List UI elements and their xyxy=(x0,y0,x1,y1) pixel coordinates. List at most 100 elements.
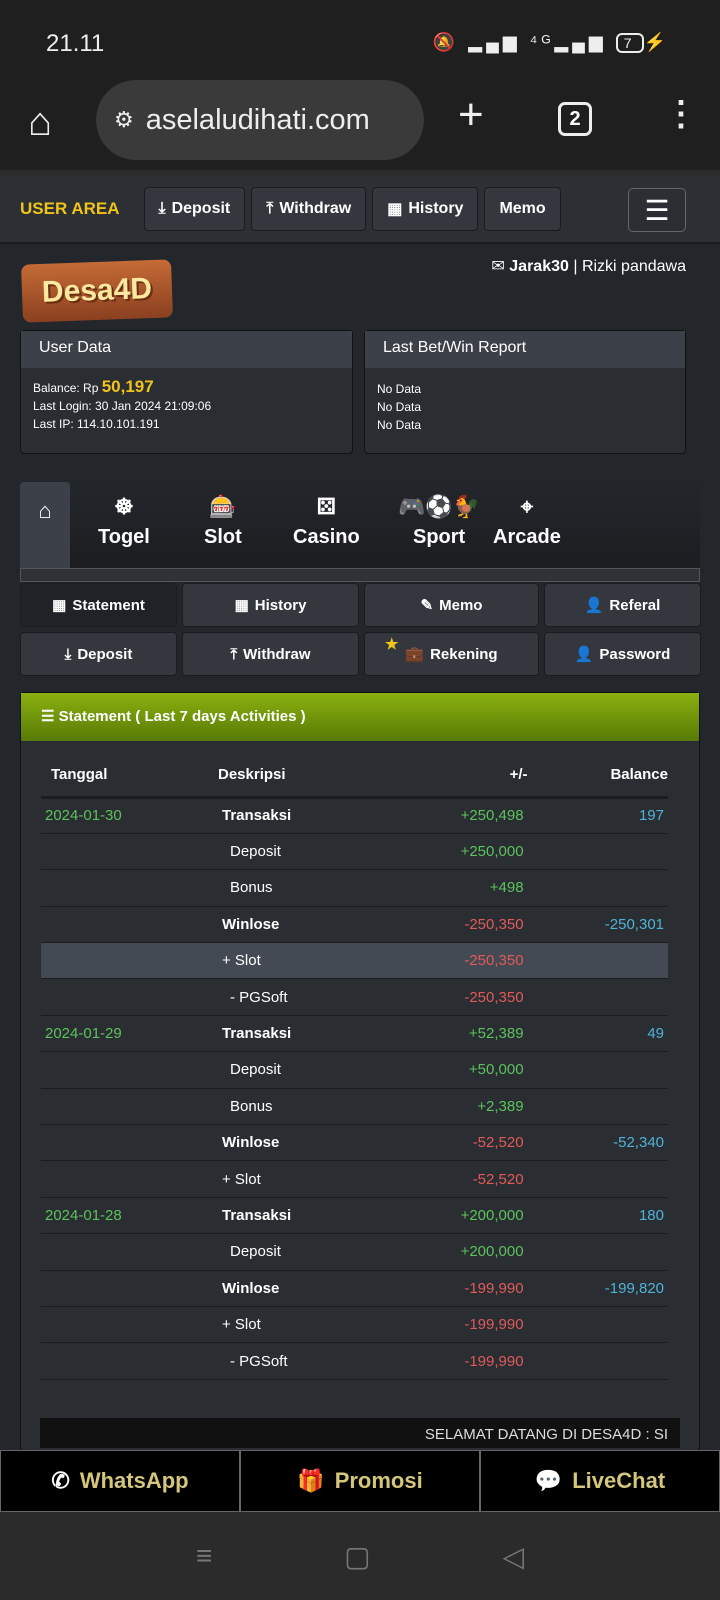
category-casino[interactable]: ⚄ Casino xyxy=(293,494,360,549)
status-icons: 🔕 ▂▄▆ ⁴ᴳ▂▄▆ 7 ⚡ xyxy=(432,32,670,53)
table-row: 2024-01-29 Transaksi +52,389 49 xyxy=(41,1015,668,1053)
cell-description: + Slot xyxy=(218,1160,380,1198)
user-info: ✉ Jarak30 | Rizki pandawa xyxy=(491,256,686,276)
cell-amount: +250,000 xyxy=(379,833,528,871)
promosi-button[interactable]: 🎁 Promosi xyxy=(240,1450,480,1512)
cell-balance xyxy=(527,1233,668,1271)
clock: 21.11 xyxy=(46,30,105,57)
label: History xyxy=(408,200,464,217)
panel-title: Last Bet/Win Report xyxy=(365,331,685,368)
whatsapp-button[interactable]: ✆ WhatsApp xyxy=(0,1450,240,1512)
home-button-icon[interactable]: ▢ xyxy=(344,1540,371,1572)
cell-amount: -52,520 xyxy=(379,1124,528,1162)
back-icon[interactable]: ◁ xyxy=(502,1540,525,1572)
category-sport[interactable]: 🎮⚽🐓 Sport xyxy=(398,494,480,549)
cell-amount: +250,498 xyxy=(379,797,528,834)
more-menu-icon[interactable]: ⋮ xyxy=(664,95,698,133)
cell-balance xyxy=(527,1088,668,1126)
livechat-button[interactable]: 💬 LiveChat xyxy=(480,1450,720,1512)
status-bar: 21.11 🔕 ▂▄▆ ⁴ᴳ▂▄▆ 7 ⚡ xyxy=(0,0,720,86)
history-button[interactable]: ▦ History xyxy=(372,187,479,231)
label: WhatsApp xyxy=(79,1468,189,1493)
password-button[interactable]: 👤 Password xyxy=(544,632,701,676)
cell-date xyxy=(41,1270,218,1307)
cell-amount: +200,000 xyxy=(379,1197,528,1235)
category-togel[interactable]: ☸ Togel xyxy=(98,494,150,549)
table-row: Winlose -52,520 -52,340 xyxy=(41,1124,668,1162)
desa4d-logo[interactable]: Desa4D xyxy=(21,259,173,323)
cell-date xyxy=(41,1160,218,1198)
cell-amount: -250,350 xyxy=(379,978,528,1016)
calendar-icon: ▦ xyxy=(52,597,67,614)
label: Statement xyxy=(72,596,145,614)
col-tanggal: Tanggal xyxy=(41,753,218,799)
cell-balance xyxy=(527,978,668,1016)
label: Withdraw xyxy=(279,200,352,217)
cell-balance: -199,820 xyxy=(527,1270,668,1307)
user-icon: 👤 xyxy=(584,597,604,614)
home-tab[interactable]: ⌂ xyxy=(20,482,70,570)
site-settings-icon[interactable]: ⚙ xyxy=(114,107,134,132)
cell-description: + Slot xyxy=(218,1306,380,1344)
col-amount: +/- xyxy=(379,753,528,799)
hamburger-menu-icon[interactable]: ☰ xyxy=(628,188,686,232)
label: Sport xyxy=(412,526,466,548)
new-tab-icon[interactable]: + xyxy=(458,90,484,139)
deposit-button[interactable]: ⤓ Deposit xyxy=(143,187,246,231)
cell-amount: -250,350 xyxy=(379,942,528,980)
withdraw-button[interactable]: ⤒ Withdraw xyxy=(251,187,367,231)
deposit-icon: ⤓ xyxy=(64,645,72,663)
deposit-button[interactable]: ⤓ Deposit xyxy=(20,632,177,676)
crosshair-icon: ⌖ xyxy=(520,494,534,519)
full-name: | Rizki pandawa xyxy=(573,258,686,275)
cell-description: Bonus xyxy=(218,1088,380,1126)
dice-icon: ⚄ xyxy=(316,494,336,519)
withdraw-icon: ⤒ xyxy=(266,200,274,217)
category-slot[interactable]: 🎰 Slot xyxy=(204,494,242,549)
cell-balance: 180 xyxy=(527,1197,668,1235)
calendar-icon: ▦ xyxy=(234,597,249,614)
tab-switcher[interactable]: 2 xyxy=(558,102,592,136)
cell-description: Transaksi xyxy=(218,1197,380,1235)
cell-amount: -199,990 xyxy=(379,1270,528,1307)
cell-description: Deposit xyxy=(218,1051,380,1089)
url-bar[interactable]: ⚙ aselaludihati.com xyxy=(96,80,424,160)
footer-bar: ✆ WhatsApp 🎁 Promosi 💬 LiveChat xyxy=(0,1450,720,1512)
col-deskripsi: Deskripsi xyxy=(218,753,380,799)
table-row: Deposit +200,000 xyxy=(41,1233,668,1271)
cell-date xyxy=(41,1051,218,1089)
recents-icon[interactable]: ≡ xyxy=(195,1540,213,1571)
last-login: Last Login: 30 Jan 2024 21:09:06 xyxy=(33,399,212,413)
table-row: + Slot -52,520 xyxy=(41,1160,668,1198)
briefcase-icon: 💼 xyxy=(405,646,425,663)
label: Memo xyxy=(499,200,546,217)
category-arcade[interactable]: ⌖ Arcade xyxy=(493,494,561,549)
cell-amount: -52,520 xyxy=(379,1160,528,1198)
label: Password xyxy=(599,645,671,663)
label: Rekening xyxy=(430,645,498,663)
system-nav-bar: ≡ ▢ ◁ xyxy=(0,1512,720,1600)
deposit-icon: ⤓ xyxy=(158,200,166,217)
cell-date xyxy=(41,1088,218,1126)
user-area-label: USER AREA xyxy=(20,199,120,218)
statement-button[interactable]: ▦ Statement xyxy=(20,583,177,627)
home-icon: ⌂ xyxy=(38,498,52,523)
user-icon: 👤 xyxy=(574,646,594,663)
mail-icon[interactable]: ✉ xyxy=(491,258,505,275)
cell-date: 2024-01-29 xyxy=(41,1015,218,1053)
rekening-button[interactable]: ★ 💼 Rekening xyxy=(364,632,539,676)
panel-title: User Data xyxy=(21,331,352,368)
table-row: 2024-01-30 Transaksi +250,498 197 xyxy=(41,797,668,834)
history-button[interactable]: ▦ History xyxy=(182,583,359,627)
cell-amount: +200,000 xyxy=(379,1233,528,1271)
referal-button[interactable]: 👤 Referal xyxy=(544,583,701,627)
withdraw-button[interactable]: ⤒ Withdraw xyxy=(182,632,359,676)
report-line: No Data xyxy=(377,418,422,432)
home-icon[interactable]: ⌂ xyxy=(28,100,53,144)
cell-date xyxy=(41,869,218,907)
memo-button[interactable]: Memo xyxy=(484,187,561,231)
gift-icon: 🎁 xyxy=(297,1468,325,1493)
logo-text: Desa4D xyxy=(41,272,153,309)
memo-button[interactable]: ✎ Memo xyxy=(364,583,539,627)
cell-date xyxy=(41,942,218,980)
